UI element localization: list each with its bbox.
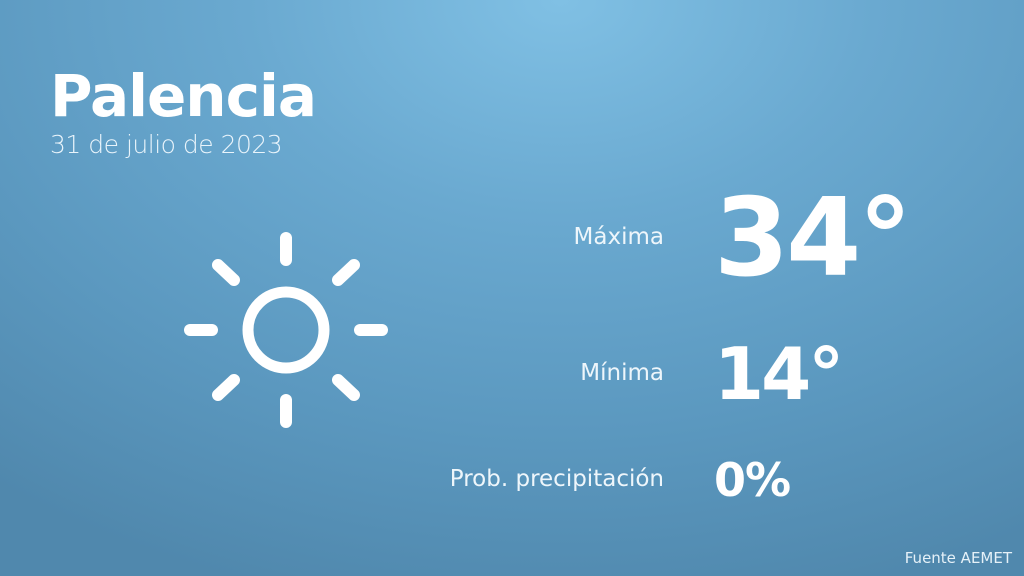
min-temp-label: Mínima: [580, 360, 664, 386]
max-temp-label: Máxima: [573, 224, 664, 250]
source-credit: Fuente AEMET: [904, 549, 1012, 567]
sun-icon: [184, 232, 388, 428]
min-temp-value: 14°: [714, 332, 844, 416]
precipitation-value: 0%: [714, 453, 791, 507]
city-title: Palencia: [50, 62, 317, 130]
max-temp-value: 34°: [714, 176, 912, 301]
precipitation-label: Prob. precipitación: [449, 466, 664, 492]
forecast-date: 31 de julio de 2023: [50, 130, 283, 159]
